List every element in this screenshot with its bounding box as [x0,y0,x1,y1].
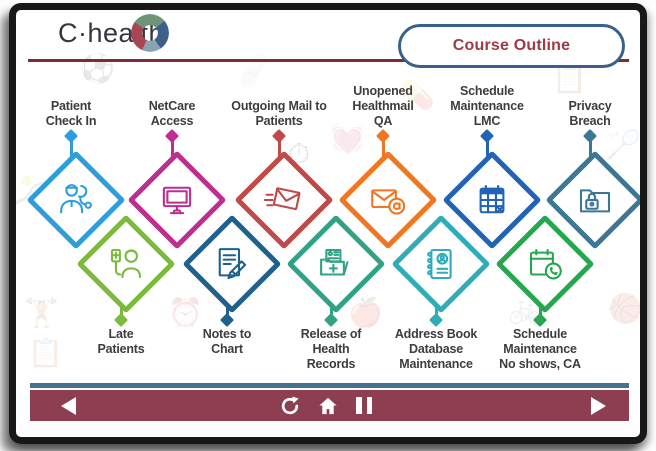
header-divider [28,59,629,62]
pause-button[interactable] [346,390,382,421]
heartbeat-doodle-icon: 💓 [330,123,365,154]
item-label: Outgoing Mail to Patients [231,99,327,128]
item-label: Notes to Chart [202,327,252,356]
sending-envelope-icon [263,187,301,211]
item-label: Address Book Database Maintenance [394,327,478,371]
diamond-release-records[interactable] [286,214,386,314]
clipboard-doodle-icon: 📋 [552,63,587,94]
diamond-outgoing-mail[interactable] [234,150,334,250]
diamond-schedule-no-shows[interactable] [495,214,595,314]
diamond-privacy-breach[interactable] [545,150,645,250]
connector-stem [485,138,489,157]
calendar-x-icon [479,184,505,214]
soccer-doodle-icon: ⚽ [80,53,115,84]
note-pencil-icon [218,248,247,280]
prev-arrow-icon [60,396,76,415]
item-label: NetCare Access [148,99,196,128]
diamond-netcare-access[interactable] [127,150,227,250]
clock-doodle-icon: ⏰ [168,297,203,328]
next-button[interactable] [578,390,618,421]
next-arrow-icon [590,396,606,415]
swirl-logo-icon [131,14,169,52]
connector-stem [69,138,73,157]
doctor-stethoscope-icon [60,184,92,214]
kettlebell-doodle-icon: 🏋 [24,297,59,328]
item-label: Late Patients [97,327,145,356]
home-button[interactable] [310,390,346,421]
item-label: Schedule Maintenance No shows, CA [499,327,581,371]
diamond-unopened-healthmail[interactable] [338,150,438,250]
slide-background [16,10,640,423]
item-label: Release of Health Records [300,327,362,371]
item-label: Unopened Healthmail QA [352,84,414,128]
refresh-icon [281,395,299,414]
player-bar [30,390,629,421]
clipboard2-doodle-icon: 📋 [28,337,63,368]
previous-button[interactable] [48,390,88,421]
pills-doodle-icon: 💊 [400,79,435,110]
diamond-patient-check-in[interactable] [26,150,126,250]
diamond-address-book[interactable] [391,214,491,314]
address-book-icon [427,248,452,280]
diamond-schedule-lmc[interactable] [442,150,542,250]
badminton-doodle-icon: 🏸 [606,129,641,160]
connector-stem [381,138,385,157]
basketball-doodle-icon: 🏀 [608,293,643,324]
apple-doodle-icon: 🍎 [348,297,383,328]
calendar-phone-icon [529,248,562,280]
pause-icon [356,397,372,414]
item-label: Patient Check In [45,99,97,128]
course-outline-button[interactable]: Course Outline [398,24,625,68]
connector-stem [277,138,281,157]
course-outline-label: Course Outline [452,37,571,54]
patient-iv-icon [110,248,142,279]
player-top-divider [30,383,629,388]
home-icon [319,397,337,414]
locked-folder-icon [579,189,611,213]
connector-stem [588,138,592,157]
diamond-late-patients[interactable] [76,214,176,314]
computer-monitor-icon [162,186,192,215]
email-at-icon [371,189,406,215]
item-label: Schedule Maintenance LMC [450,84,524,128]
item-label: Privacy Breach [568,99,612,128]
diamond-notes-to-chart[interactable] [182,214,282,314]
refresh-button[interactable] [270,390,310,421]
connector-stem [170,138,174,157]
health-folder-icon [320,248,349,276]
